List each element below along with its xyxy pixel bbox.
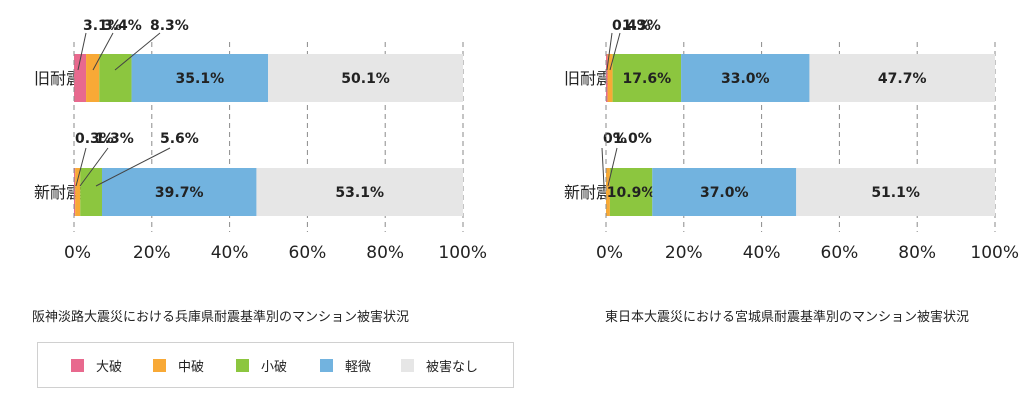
data-label: 5.6% [160,131,199,147]
leader-line [601,147,605,187]
data-label: 3.4% [103,18,142,34]
bar-segment [606,54,608,102]
data-label: 1.0% [613,131,652,147]
legend-swatch [401,358,414,372]
bar-segment [75,168,81,216]
data-label: 37.0% [700,185,749,201]
legend-item: 小破 [236,357,288,375]
bar-segment [99,54,132,102]
x-tick-label: 40% [743,243,781,263]
x-tick-label: 0% [64,243,91,263]
legend-label: 中破 [178,359,205,375]
bar-segment [86,54,100,102]
leader-line [95,147,171,187]
legend-label: 大破 [96,359,123,375]
bar-segment [796,168,995,216]
legend-swatch [236,358,249,372]
x-tick-label: 80% [366,243,404,263]
legend-item: 大破 [71,357,123,375]
category-label: 旧耐震 [564,69,612,88]
legend-swatch [153,358,166,372]
data-label: 0.4% [612,18,651,34]
bar-segment [268,54,463,102]
legend: 大破 中破 小破 軽微 被害なし [37,342,514,388]
leader-line [79,147,109,187]
bar-segment [256,168,463,216]
leader-line [607,147,618,187]
leader-line [77,32,87,71]
x-tick-label: 40% [211,243,249,263]
x-tick-label: 0% [596,243,623,263]
bar-segment [809,54,995,102]
bar-segment [102,168,257,216]
leader-line [606,32,613,71]
category-label: 新耐震 [564,183,612,202]
bar-segment [681,54,810,102]
x-tick-label: 60% [289,243,327,263]
data-label: 51.1% [871,185,920,201]
bar-segment [74,54,87,102]
legend-swatch [320,358,333,372]
category-label: 旧耐震 [34,69,82,88]
chart-right-title: 東日本大震災における宮城県耐震基準別のマンション被害状況 [605,310,970,325]
data-label: 35.1% [176,71,225,87]
data-label: 3.1% [83,18,122,34]
bar-segment [606,168,610,216]
bar-segment [131,54,269,102]
legend-label: 小破 [261,359,288,375]
data-label: 10.9% [607,185,656,201]
data-label: 8.3% [150,18,189,34]
data-label: 1.3% [622,18,661,34]
legend-swatch [71,358,84,372]
bar-segment [609,168,653,216]
data-label: 33.0% [721,71,770,87]
x-tick-label: 20% [133,243,171,263]
data-label: 17.6% [623,71,672,87]
leader-line [114,32,161,71]
x-tick-label: 80% [898,243,936,263]
legend-item: 中破 [153,357,205,375]
x-tick-label: 100% [970,243,1019,263]
leader-line [75,147,87,187]
category-label: 新耐震 [34,183,82,202]
bar-segment [652,168,797,216]
legend-label: 軽微 [345,359,372,375]
x-tick-label: 100% [438,243,487,263]
chart-left-title: 阪神淡路大震災における兵庫県耐震基準別のマンション被害状況 [32,310,410,325]
data-label: 1.3% [95,131,134,147]
data-label: 53.1% [335,185,384,201]
leader-line [92,32,114,71]
data-label: 50.1% [341,71,390,87]
bar-segment [74,168,76,216]
bar-segment [80,168,103,216]
data-label: 0% [603,131,627,147]
legend-label: 被害なし [426,359,479,375]
x-tick-label: 20% [665,243,703,263]
bar-segment [612,54,682,102]
legend-item: 被害なし [401,357,479,375]
data-label: 0.3% [75,131,114,147]
leader-line [609,32,621,71]
data-label: 39.7% [155,185,204,201]
bar-segment [607,54,613,102]
legend-item: 軽微 [320,357,372,375]
data-label: 47.7% [878,71,927,87]
x-tick-label: 60% [821,243,859,263]
